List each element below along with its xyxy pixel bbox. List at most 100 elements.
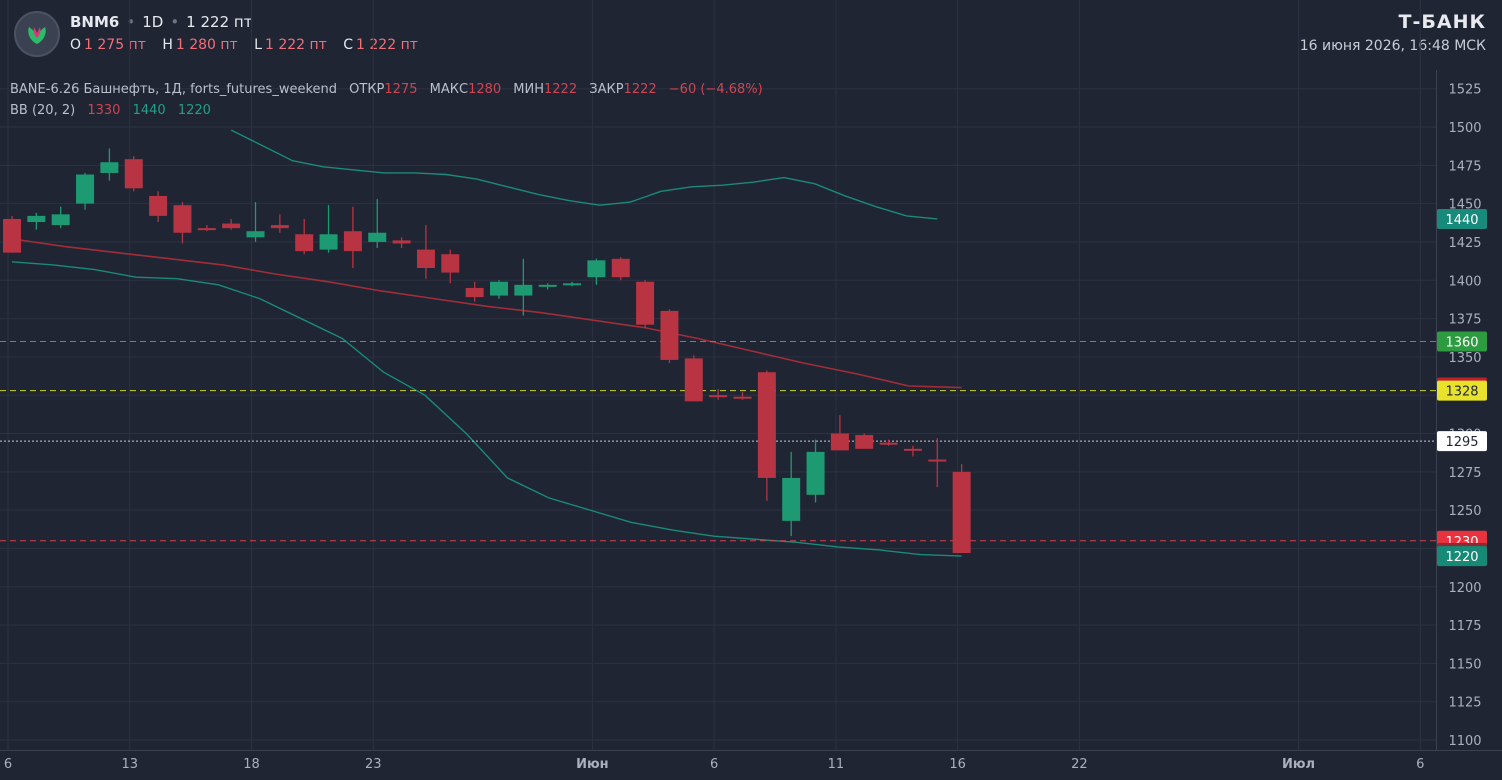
- candle-body[interactable]: [660, 310, 679, 360]
- candle-body[interactable]: [295, 234, 314, 252]
- bb-upper-value: 1440: [132, 103, 166, 118]
- y-tick-label: 1350: [1448, 351, 1481, 366]
- candle-body[interactable]: [319, 234, 338, 250]
- candle-body[interactable]: [465, 287, 484, 298]
- y-tick-label: 1375: [1448, 313, 1481, 328]
- candle-body[interactable]: [611, 258, 630, 278]
- candle-body[interactable]: [709, 395, 728, 398]
- candle-body[interactable]: [343, 231, 362, 252]
- candle-body[interactable]: [806, 451, 825, 495]
- separator-dot: •: [126, 13, 136, 31]
- x-tick-label: 22: [1071, 757, 1088, 772]
- candle-body[interactable]: [636, 281, 655, 325]
- open-label: ОТКР: [349, 82, 385, 97]
- candle-body[interactable]: [173, 205, 192, 233]
- price-label-badge: [1437, 546, 1487, 567]
- high-label: МАКС: [429, 82, 469, 97]
- candle-body[interactable]: [124, 159, 143, 189]
- instrument-legend: BANE-6.26 Башнефть, 1Д, forts_futures_we…: [10, 82, 763, 97]
- symbol[interactable]: BNM6: [70, 13, 120, 31]
- y-tick-label: 1100: [1448, 734, 1481, 749]
- x-tick-label: 11: [828, 757, 845, 772]
- high-value: 1 280 пт: [175, 37, 238, 53]
- open-value: 1 275 пт: [84, 37, 146, 53]
- candle-body[interactable]: [757, 372, 776, 478]
- y-tick-label: 1475: [1448, 159, 1481, 174]
- y-tick-label: 1500: [1448, 121, 1481, 136]
- x-tick-label: Июл: [1282, 757, 1315, 772]
- x-tick-label: 18: [243, 757, 260, 772]
- y-tick-label: 1425: [1448, 236, 1481, 251]
- low-label: МИН: [513, 82, 545, 97]
- candle-body[interactable]: [733, 396, 752, 399]
- last-price: 1 222 пт: [186, 13, 253, 31]
- candle-body[interactable]: [441, 254, 460, 273]
- candle-body[interactable]: [903, 448, 922, 451]
- timeframe[interactable]: 1D: [142, 13, 164, 31]
- candle-body[interactable]: [952, 471, 971, 554]
- candle-body[interactable]: [392, 240, 411, 244]
- change-value: −60 (−4.68%): [668, 82, 763, 97]
- instrument-name: BANE-6.26 Башнефть, 1Д, forts_futures_we…: [10, 82, 338, 97]
- x-tick-label: 6: [4, 757, 12, 772]
- candle-body[interactable]: [3, 218, 21, 253]
- x-tick-label: 16: [949, 757, 966, 772]
- candle-body[interactable]: [197, 228, 216, 231]
- instrument-logo[interactable]: [14, 11, 60, 57]
- close-value: 1 222 пт: [356, 37, 418, 53]
- candle-body[interactable]: [27, 215, 46, 223]
- price-label-text: 1295: [1445, 435, 1478, 450]
- candle-body[interactable]: [538, 284, 557, 287]
- candle-body[interactable]: [684, 358, 703, 402]
- y-tick-label: 1400: [1448, 274, 1481, 289]
- close-label: ЗАКР: [589, 82, 624, 97]
- candle-body[interactable]: [855, 435, 874, 449]
- price-label-badge: [1437, 431, 1487, 452]
- price-label-badge: [1437, 380, 1487, 401]
- price-label-text: 1220: [1445, 550, 1478, 565]
- y-tick-label: 1450: [1448, 198, 1481, 213]
- close-label: C: [343, 37, 354, 53]
- candle-body[interactable]: [514, 284, 533, 296]
- candle-body[interactable]: [149, 195, 168, 216]
- price-label-text: 1360: [1445, 336, 1478, 351]
- price-label-badge: [1437, 208, 1487, 229]
- candle-body[interactable]: [270, 225, 289, 229]
- y-tick-label: 1525: [1448, 83, 1481, 98]
- candle-body[interactable]: [416, 249, 435, 268]
- y-tick-label: 1275: [1448, 466, 1481, 481]
- x-tick-label: 6: [1416, 757, 1424, 772]
- x-tick-label: 23: [365, 757, 382, 772]
- close-value: 1222: [623, 82, 657, 97]
- ticker-line: BNM6 • 1D • 1 222 пт: [70, 13, 252, 31]
- candle-body[interactable]: [782, 477, 801, 521]
- low-value: 1 222 пт: [264, 37, 327, 53]
- low-label: L: [254, 37, 262, 53]
- candle-body[interactable]: [246, 231, 265, 238]
- x-tick-label: 6: [710, 757, 718, 772]
- candle-body[interactable]: [76, 174, 95, 204]
- bollinger-legend: BB (20, 2) 1330 1440 1220: [10, 103, 211, 118]
- x-tick-label: Июн: [576, 757, 609, 772]
- candle-body[interactable]: [587, 260, 606, 278]
- bb-label: BB (20, 2): [10, 103, 76, 118]
- candle-body[interactable]: [100, 162, 119, 173]
- candle-body[interactable]: [830, 433, 849, 451]
- candle-body[interactable]: [928, 459, 947, 462]
- high-label: H: [162, 37, 173, 53]
- candle-body[interactable]: [368, 232, 387, 242]
- candle-body[interactable]: [222, 223, 241, 229]
- price-label-text: 1440: [1445, 213, 1478, 228]
- candle-body[interactable]: [563, 283, 582, 286]
- high-value: 1280: [468, 82, 502, 97]
- y-tick-label: 1150: [1448, 657, 1481, 672]
- bb-lower-line: [11, 261, 962, 557]
- candle-body[interactable]: [51, 214, 70, 226]
- candle-body[interactable]: [879, 442, 898, 445]
- candle-body[interactable]: [490, 281, 508, 296]
- open-value: 1275: [384, 82, 418, 97]
- y-tick-label: 1125: [1448, 696, 1481, 711]
